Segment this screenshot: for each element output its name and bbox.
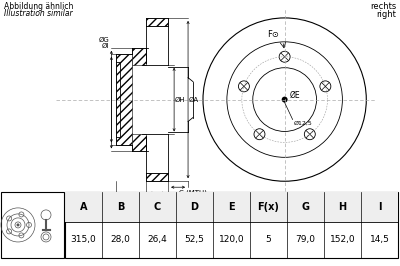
Text: C: C bbox=[154, 202, 161, 212]
Bar bbox=[65, 192, 398, 258]
Text: ØH: ØH bbox=[175, 97, 186, 103]
Bar bbox=[65, 192, 398, 222]
Text: rechts: rechts bbox=[370, 2, 396, 11]
Text: D: D bbox=[190, 202, 198, 212]
Text: B: B bbox=[155, 195, 160, 201]
Circle shape bbox=[282, 97, 288, 103]
Text: 5: 5 bbox=[266, 235, 271, 244]
Text: 14,5: 14,5 bbox=[370, 235, 390, 244]
Text: H: H bbox=[338, 202, 346, 212]
Text: right: right bbox=[376, 10, 396, 19]
Text: Ø12,5: Ø12,5 bbox=[294, 120, 312, 126]
Bar bbox=[132, 48, 146, 65]
Text: 120,0: 120,0 bbox=[219, 235, 244, 244]
Text: G: G bbox=[302, 202, 310, 212]
Bar bbox=[146, 173, 168, 181]
Text: C (MTH): C (MTH) bbox=[179, 189, 207, 196]
Text: ØG: ØG bbox=[99, 37, 109, 43]
Bar bbox=[146, 18, 168, 26]
Text: ØA: ØA bbox=[189, 97, 199, 103]
Text: F⊙: F⊙ bbox=[267, 30, 279, 39]
Text: D: D bbox=[140, 203, 145, 209]
Bar bbox=[1, 192, 64, 258]
Bar bbox=[132, 134, 146, 151]
Text: 26,4: 26,4 bbox=[148, 235, 167, 244]
Text: E: E bbox=[228, 202, 235, 212]
Text: ØI: ØI bbox=[102, 43, 109, 49]
Text: I: I bbox=[378, 202, 381, 212]
Text: 315,0: 315,0 bbox=[71, 235, 96, 244]
Text: Abbildung ähnlich: Abbildung ähnlich bbox=[4, 2, 73, 11]
Text: 28,0: 28,0 bbox=[110, 235, 130, 244]
Text: A: A bbox=[80, 202, 87, 212]
Text: ØE: ØE bbox=[290, 91, 300, 100]
Text: F(x): F(x) bbox=[258, 202, 280, 212]
Text: 52,5: 52,5 bbox=[184, 235, 204, 244]
Text: Illustration similar: Illustration similar bbox=[4, 9, 72, 18]
Circle shape bbox=[16, 223, 20, 226]
Text: B: B bbox=[117, 202, 124, 212]
Text: 79,0: 79,0 bbox=[296, 235, 316, 244]
Text: 152,0: 152,0 bbox=[330, 235, 355, 244]
Bar bbox=[116, 54, 132, 146]
